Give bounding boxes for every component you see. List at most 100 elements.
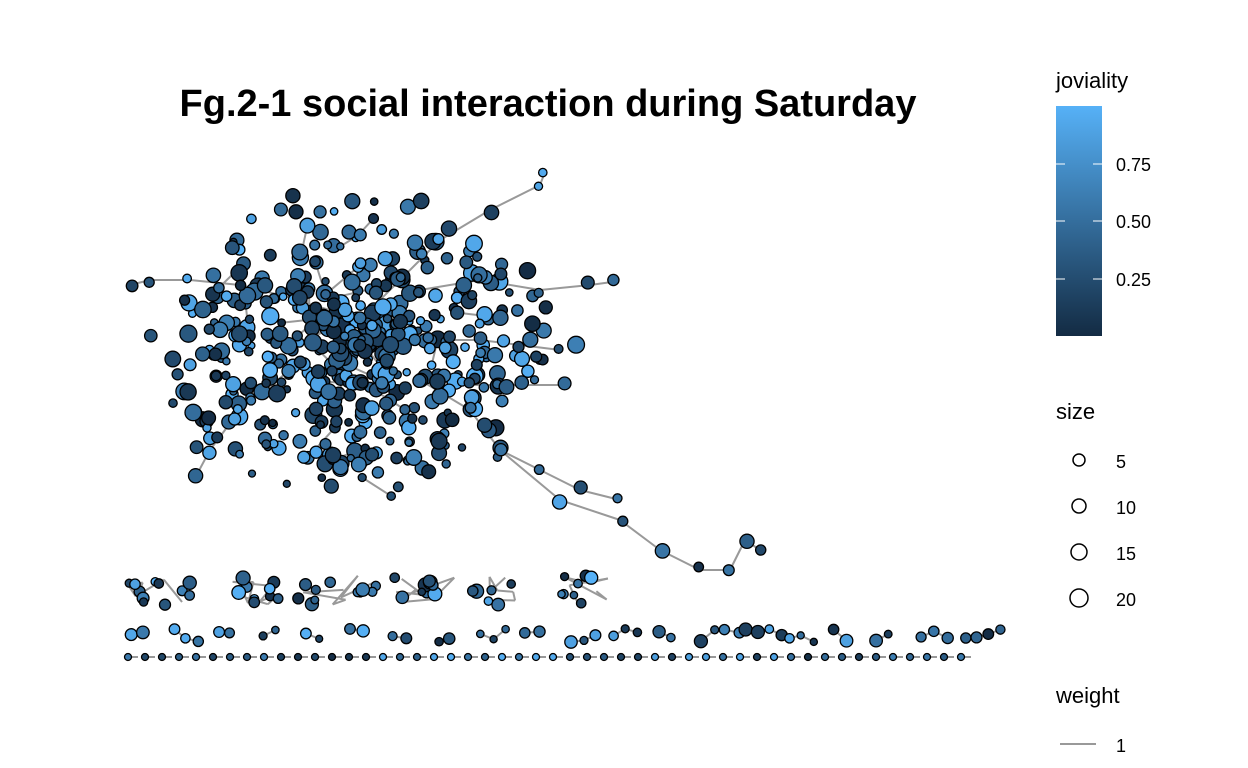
node-375 — [418, 415, 428, 425]
node-700 — [667, 652, 677, 662]
node-291 — [256, 277, 274, 294]
node-691 — [514, 652, 524, 662]
network-edges — [128, 171, 1001, 658]
node-305 — [271, 325, 289, 343]
node-482 — [379, 353, 395, 369]
node-404 — [276, 377, 287, 388]
node-503 — [213, 281, 225, 294]
node-328 — [402, 368, 411, 377]
node-16 — [321, 277, 330, 286]
colorbar-ticks — [1056, 163, 1102, 280]
node-636 — [518, 627, 531, 639]
node-563 — [158, 598, 172, 611]
node-634 — [489, 634, 498, 644]
node-644 — [652, 624, 666, 639]
node-214 — [407, 413, 418, 424]
node-433 — [315, 309, 333, 327]
colorbar-label-025: 0.25 — [1116, 270, 1151, 290]
node-692 — [531, 652, 541, 662]
node-530 — [125, 279, 139, 293]
node-492 — [194, 346, 211, 362]
node-435 — [343, 273, 361, 291]
node-642 — [620, 624, 630, 634]
node-344 — [337, 302, 353, 318]
node-336 — [428, 308, 441, 322]
node-557 — [557, 376, 572, 391]
edge-110 — [497, 589, 514, 593]
node-572 — [153, 578, 165, 589]
colorbar-label-050: 0.50 — [1116, 212, 1151, 232]
node-442 — [513, 350, 531, 367]
node-495 — [244, 314, 255, 325]
node-400 — [344, 193, 361, 210]
node-702 — [701, 652, 711, 662]
node-158 — [398, 381, 412, 395]
node-699 — [650, 652, 660, 662]
node-650 — [738, 622, 753, 637]
node-556 — [514, 375, 530, 390]
node-484 — [366, 319, 378, 332]
node-448 — [408, 401, 421, 414]
node-553 — [553, 343, 564, 354]
node-56 — [420, 260, 435, 275]
node-603 — [486, 585, 497, 596]
node-274 — [415, 316, 426, 326]
node-509 — [429, 373, 446, 390]
node-608 — [559, 571, 570, 582]
node-552 — [512, 340, 525, 354]
node-664 — [960, 632, 972, 644]
node-514 — [326, 297, 341, 312]
node-166 — [189, 440, 204, 455]
node-706 — [769, 652, 779, 662]
node-578 — [235, 570, 251, 586]
node-388 — [373, 426, 387, 439]
node-452 — [478, 382, 490, 393]
node-102 — [312, 223, 329, 241]
node-620 — [192, 635, 205, 648]
node-458 — [374, 298, 392, 316]
node-646 — [693, 634, 709, 649]
node-506 — [388, 228, 400, 239]
node-247 — [355, 300, 366, 311]
node-680 — [327, 652, 337, 662]
node-517 — [521, 364, 535, 378]
node-614 — [573, 578, 583, 589]
node-651 — [750, 624, 766, 640]
node-408 — [235, 449, 245, 459]
node-445 — [350, 456, 367, 473]
node-523 — [483, 204, 500, 221]
node-300 — [291, 243, 309, 261]
node-476 — [518, 261, 537, 280]
node-307 — [330, 415, 343, 428]
edge-109 — [512, 591, 517, 601]
node-697 — [616, 652, 626, 662]
node-429 — [430, 432, 448, 450]
node-360 — [179, 383, 197, 401]
node-632 — [442, 632, 456, 645]
node-219 — [404, 438, 414, 447]
node-683 — [378, 652, 388, 662]
node-393 — [326, 365, 338, 377]
node-84 — [428, 288, 443, 303]
node-656 — [809, 637, 819, 647]
node-490 — [392, 313, 409, 330]
edge-97 — [331, 575, 359, 606]
node-631 — [434, 636, 444, 647]
node-606 — [483, 596, 494, 606]
edge-60 — [539, 469, 581, 491]
node-625 — [299, 627, 312, 640]
node-26 — [376, 224, 388, 235]
node-217 — [392, 481, 404, 493]
node-382 — [388, 366, 399, 376]
node-705 — [752, 652, 762, 662]
node-652 — [764, 624, 775, 635]
node-666 — [982, 628, 995, 641]
legend-size-title: size — [1056, 399, 1095, 424]
node-534 — [533, 464, 545, 476]
node-604 — [506, 579, 517, 589]
node-713 — [888, 652, 898, 662]
node-204 — [438, 341, 452, 355]
node-263 — [511, 304, 524, 317]
node-114 — [261, 378, 272, 389]
size-label-20: 20 — [1116, 590, 1136, 610]
